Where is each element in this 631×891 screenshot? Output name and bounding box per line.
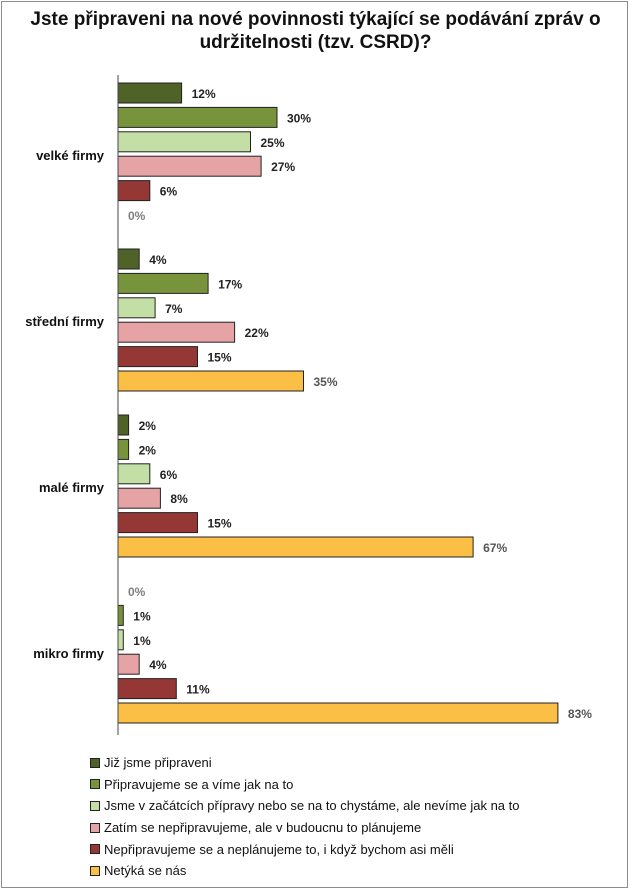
data-label: 17% xyxy=(218,277,242,291)
legend-item: Nepřipravujeme se a neplánujeme to, i kd… xyxy=(90,838,519,860)
legend-label: Připravujeme se a víme jak na to xyxy=(104,776,294,792)
data-label: 15% xyxy=(208,517,232,531)
data-label: 2% xyxy=(139,419,157,433)
data-label: 15% xyxy=(208,351,232,365)
legend-item: Jsme v začátcích přípravy nebo se na to … xyxy=(90,795,519,817)
category-label: velké firmy xyxy=(36,148,105,163)
bar xyxy=(117,180,151,202)
data-label: 35% xyxy=(314,375,338,389)
legend-label: Netýká se nás xyxy=(104,863,187,879)
bar xyxy=(117,438,130,460)
category-label: mikro firmy xyxy=(33,646,105,661)
legend-item: Již jsme připraveni xyxy=(90,752,519,774)
data-label: 7% xyxy=(165,302,183,316)
legend-label: Nepřipravujeme se a neplánujeme to, i kd… xyxy=(104,841,454,857)
legend-swatch xyxy=(90,800,100,811)
bar xyxy=(117,131,251,153)
data-label: 8% xyxy=(170,492,188,506)
legend-label: Zatím se nepřipravujeme, ale v budoucnu … xyxy=(104,820,422,836)
bar xyxy=(117,629,124,651)
legend-label: Již jsme připraveni xyxy=(104,755,212,771)
bar xyxy=(117,536,474,558)
bar xyxy=(117,414,130,436)
data-label: 25% xyxy=(261,136,285,150)
data-label: 22% xyxy=(245,326,269,340)
data-label: 0% xyxy=(128,209,146,223)
data-label: 12% xyxy=(192,87,216,101)
bar xyxy=(117,702,559,724)
data-label: 6% xyxy=(160,185,178,199)
legend-swatch xyxy=(90,822,100,833)
data-label: 1% xyxy=(133,634,151,648)
bar xyxy=(117,463,151,485)
data-label: 27% xyxy=(271,160,295,174)
category-label: malé firmy xyxy=(39,480,105,495)
legend-item: Zatím se nepřipravujeme, ale v budoucnu … xyxy=(90,817,519,839)
bar xyxy=(117,155,262,177)
data-label: 67% xyxy=(483,541,507,555)
legend-swatch xyxy=(90,757,100,768)
data-label: 0% xyxy=(128,585,146,599)
bar xyxy=(117,297,156,319)
data-label: 2% xyxy=(139,443,157,457)
legend-item: Netýká se nás xyxy=(90,860,519,882)
bar xyxy=(117,604,124,626)
bar xyxy=(117,370,304,392)
data-label: 1% xyxy=(133,609,151,623)
data-label: 30% xyxy=(287,111,311,125)
legend-swatch xyxy=(90,865,100,876)
bar xyxy=(117,653,140,675)
data-label: 4% xyxy=(149,658,167,672)
legend-item: Připravujeme se a víme jak na to xyxy=(90,774,519,796)
legend-swatch xyxy=(90,779,100,790)
bar xyxy=(117,321,236,343)
bar xyxy=(117,487,161,509)
legend-label: Jsme v začátcích přípravy nebo se na to … xyxy=(104,798,520,814)
chart-title: Jste připraveni na nové povinnosti týkaj… xyxy=(30,9,601,53)
data-label: 11% xyxy=(186,683,210,697)
bar xyxy=(117,248,140,270)
data-label: 83% xyxy=(568,707,592,721)
bar xyxy=(117,346,198,368)
bar xyxy=(117,82,183,104)
data-label: 6% xyxy=(160,468,178,482)
bar xyxy=(117,512,198,534)
bar xyxy=(117,272,209,294)
chart-legend: Již jsme připraveni Připravujeme se a vím… xyxy=(90,752,519,882)
bar xyxy=(117,678,177,700)
legend-swatch xyxy=(90,844,100,855)
bar xyxy=(117,106,278,128)
data-label: 4% xyxy=(149,253,167,267)
category-label: střední firmy xyxy=(25,314,105,329)
